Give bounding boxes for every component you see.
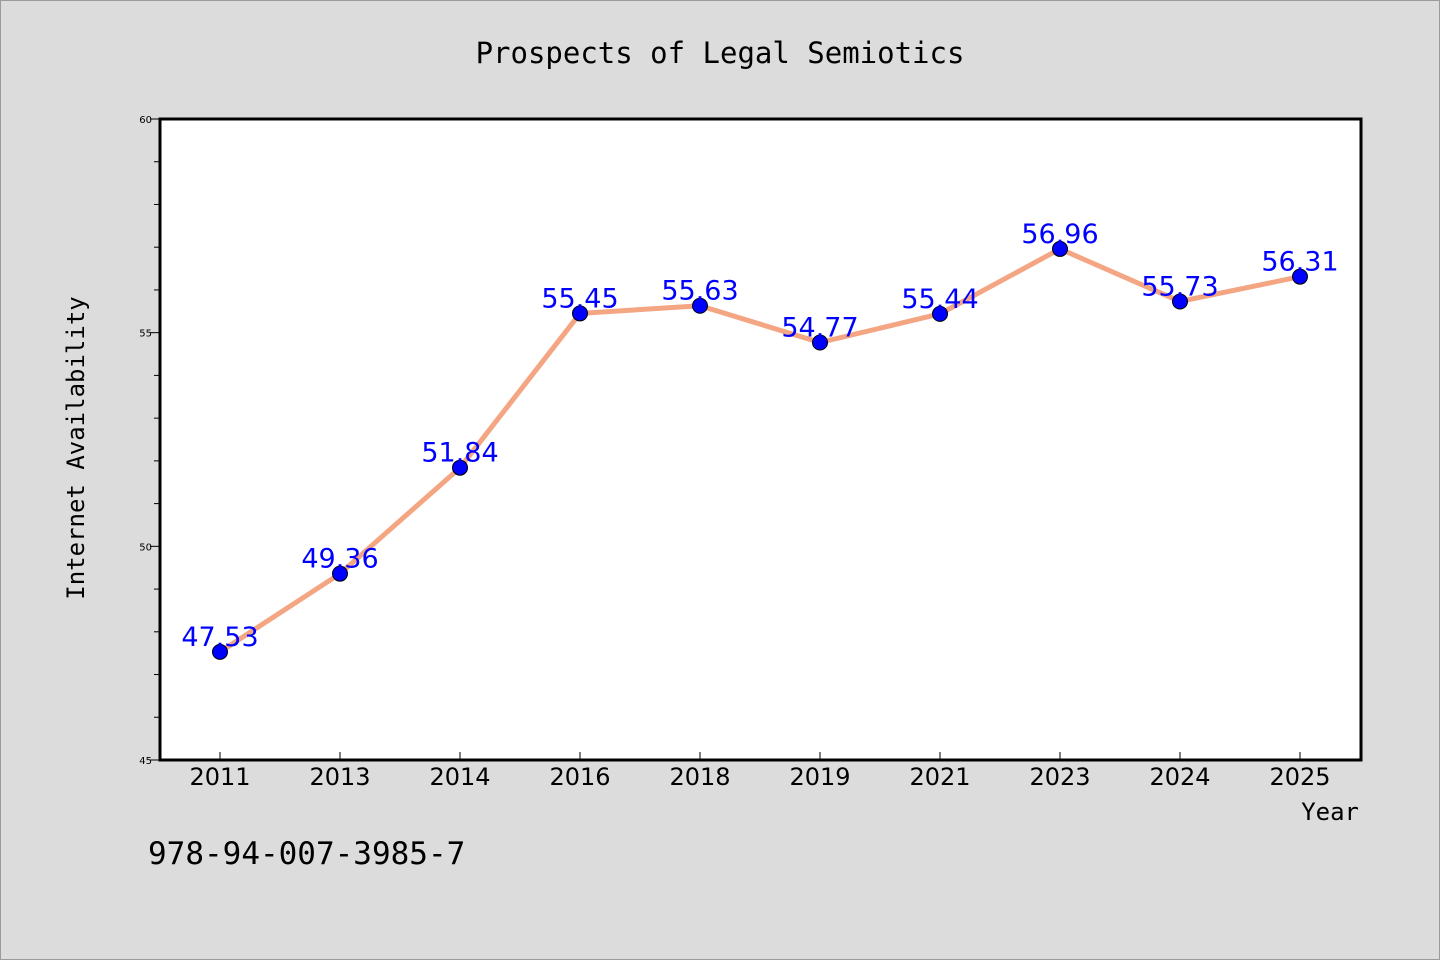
- x-tick-label: 2018: [669, 763, 730, 791]
- x-tick-label: 2025: [1269, 763, 1330, 791]
- data-point: [692, 297, 708, 314]
- x-tick-label: 2019: [789, 763, 850, 791]
- x-tick-label: 2021: [909, 763, 970, 791]
- x-tick-label: 2024: [1149, 763, 1210, 791]
- y-axis: 45 50 55 60: [139, 115, 160, 767]
- data-label: 47.53: [181, 622, 258, 653]
- series-line: [217, 246, 1303, 655]
- x-tick-label: 2016: [549, 763, 610, 791]
- data-point: [812, 334, 828, 351]
- data-point: [452, 459, 468, 476]
- series-layer: [212, 240, 1308, 660]
- plot-border: [158, 117, 1363, 762]
- y-tick-label: 55: [139, 329, 152, 340]
- data-point: [1052, 240, 1068, 257]
- x-tick-label: 2011: [189, 763, 250, 791]
- data-label: 55.63: [661, 276, 738, 307]
- data-point: [212, 643, 228, 660]
- isbn-footer: 978-94-007-3985-7: [148, 836, 465, 872]
- x-axis: 2011 2013 2014 2016 2018 2019 2021 2023 2024 2025: [189, 752, 1331, 791]
- data-point: [1292, 268, 1308, 285]
- x-tick-label: 2014: [429, 763, 490, 791]
- y-tick-label: 50: [139, 542, 152, 553]
- chart-title: Prospects of Legal Semiotics: [476, 36, 965, 70]
- data-label: 56.31: [1261, 247, 1338, 278]
- data-point: [1172, 293, 1188, 310]
- data-label: 56.96: [1021, 219, 1098, 250]
- x-tick-label: 2013: [309, 763, 370, 791]
- data-label: 49.36: [301, 544, 378, 575]
- data-label: 55.45: [541, 283, 618, 314]
- data-label-layer: 47.53 49.36 51.84 55.45 55.63 54.77 55.44 56.96…: [181, 219, 1338, 653]
- data-point: [932, 305, 948, 322]
- data-point: [572, 305, 588, 322]
- y-axis-title: Internet Availability: [62, 296, 90, 599]
- data-label: 54.77: [781, 312, 858, 343]
- x-tick-label: 2023: [1029, 763, 1090, 791]
- y-tick-label: 45: [139, 756, 152, 767]
- plot-area: [160, 119, 1361, 760]
- data-point: [332, 565, 348, 582]
- y-tick-label: 60: [139, 115, 152, 126]
- data-label: 55.73: [1141, 271, 1218, 302]
- x-axis-title: Year: [1301, 798, 1359, 826]
- data-label: 51.84: [421, 438, 498, 469]
- data-label: 55.44: [901, 284, 978, 315]
